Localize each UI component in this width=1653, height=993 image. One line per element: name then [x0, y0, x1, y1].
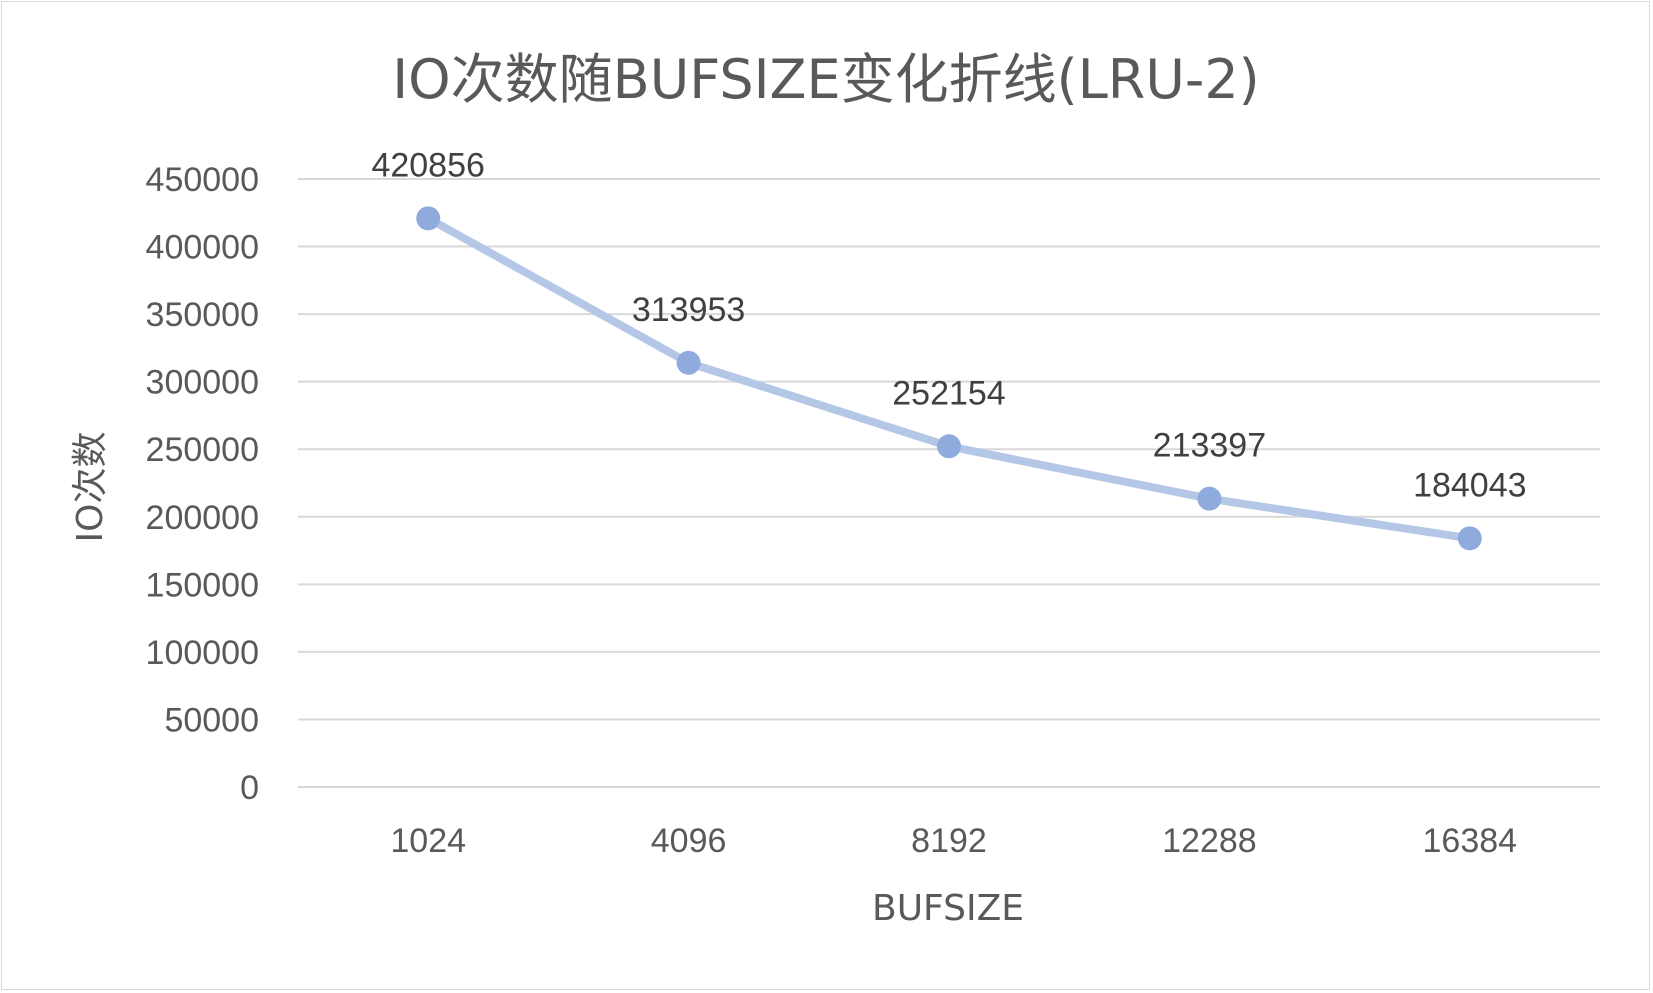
gridlines	[298, 178, 1600, 788]
data-point	[676, 350, 701, 375]
data-point	[1197, 486, 1222, 511]
y-axis-label: IO次数	[70, 432, 111, 543]
y-tick-label: 50000	[164, 701, 259, 739]
chart-title: IO次数随BUFSIZE变化折线(LRU-2)	[392, 48, 1260, 111]
x-tick-label: 8192	[911, 822, 987, 860]
data-point	[1457, 526, 1482, 551]
x-tick-label: 12288	[1162, 822, 1257, 860]
data-point	[416, 206, 441, 231]
x-tick-label: 1024	[390, 822, 466, 860]
y-tick-label: 350000	[146, 296, 259, 334]
data-label: 213397	[1153, 427, 1266, 465]
y-tick-label: 200000	[146, 499, 259, 537]
y-tick-label: 400000	[146, 229, 259, 267]
y-tick-label: 150000	[146, 566, 259, 604]
x-axis-ticks: 1024 4096 8192 12288 16384	[390, 822, 1517, 860]
data-label: 252154	[892, 374, 1005, 412]
series-line-group	[416, 206, 1482, 551]
data-label: 184043	[1413, 466, 1526, 504]
data-point	[937, 434, 961, 459]
x-tick-label: 4096	[651, 822, 727, 860]
y-tick-label: 100000	[146, 634, 259, 672]
y-tick-label: 450000	[146, 161, 259, 199]
data-label: 313953	[632, 291, 745, 329]
data-label: 420856	[371, 146, 484, 184]
y-tick-label: 300000	[146, 364, 259, 402]
x-tick-label: 16384	[1423, 822, 1518, 860]
x-axis-label: BUFSIZE	[872, 888, 1024, 929]
y-axis-ticks: 0 50000 100000 150000 200000 250000 300000 3500…	[146, 161, 259, 807]
y-tick-label: 0	[240, 769, 259, 807]
y-tick-label: 250000	[146, 431, 259, 469]
data-labels: 420856 313953 252154 213397 184043	[371, 146, 1526, 504]
